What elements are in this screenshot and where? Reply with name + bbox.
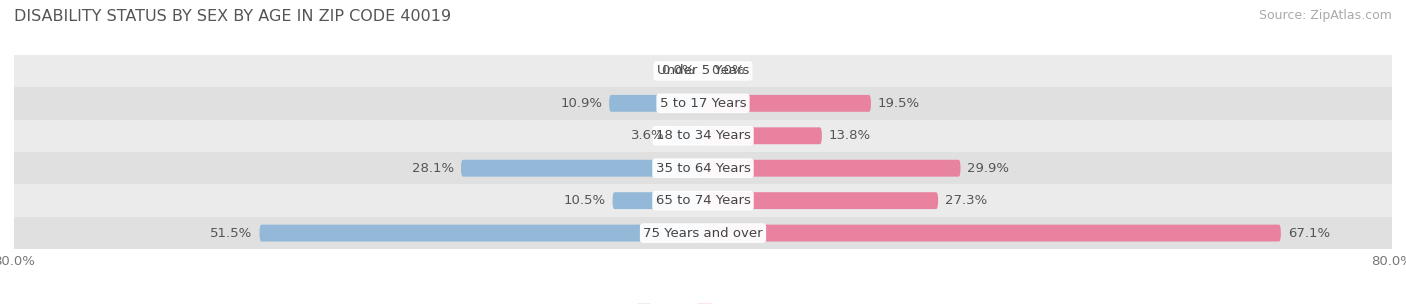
- Text: 0.0%: 0.0%: [661, 64, 695, 78]
- Text: 28.1%: 28.1%: [412, 162, 454, 175]
- Bar: [14, 185, 1392, 217]
- Bar: [14, 217, 1392, 249]
- FancyBboxPatch shape: [461, 160, 703, 177]
- Text: 65 to 74 Years: 65 to 74 Years: [655, 194, 751, 207]
- Bar: [14, 152, 1392, 185]
- Text: 10.5%: 10.5%: [564, 194, 606, 207]
- Bar: [14, 55, 1392, 87]
- Text: 13.8%: 13.8%: [828, 129, 870, 142]
- FancyBboxPatch shape: [260, 225, 703, 241]
- Text: 29.9%: 29.9%: [967, 162, 1010, 175]
- Text: 67.1%: 67.1%: [1288, 226, 1330, 240]
- Text: 35 to 64 Years: 35 to 64 Years: [655, 162, 751, 175]
- Bar: [14, 119, 1392, 152]
- Text: 5 to 17 Years: 5 to 17 Years: [659, 97, 747, 110]
- Text: Under 5 Years: Under 5 Years: [657, 64, 749, 78]
- FancyBboxPatch shape: [672, 127, 703, 144]
- FancyBboxPatch shape: [703, 192, 938, 209]
- Text: 0.0%: 0.0%: [711, 64, 745, 78]
- FancyBboxPatch shape: [703, 160, 960, 177]
- FancyBboxPatch shape: [609, 95, 703, 112]
- FancyBboxPatch shape: [613, 192, 703, 209]
- Text: Source: ZipAtlas.com: Source: ZipAtlas.com: [1258, 9, 1392, 22]
- FancyBboxPatch shape: [703, 225, 1281, 241]
- Text: DISABILITY STATUS BY SEX BY AGE IN ZIP CODE 40019: DISABILITY STATUS BY SEX BY AGE IN ZIP C…: [14, 9, 451, 24]
- Bar: [14, 87, 1392, 119]
- FancyBboxPatch shape: [703, 95, 870, 112]
- Text: 3.6%: 3.6%: [631, 129, 665, 142]
- Text: 27.3%: 27.3%: [945, 194, 987, 207]
- Text: 18 to 34 Years: 18 to 34 Years: [655, 129, 751, 142]
- Text: 51.5%: 51.5%: [211, 226, 253, 240]
- Text: 75 Years and over: 75 Years and over: [643, 226, 763, 240]
- Text: 19.5%: 19.5%: [877, 97, 920, 110]
- FancyBboxPatch shape: [703, 127, 823, 144]
- Text: 10.9%: 10.9%: [560, 97, 602, 110]
